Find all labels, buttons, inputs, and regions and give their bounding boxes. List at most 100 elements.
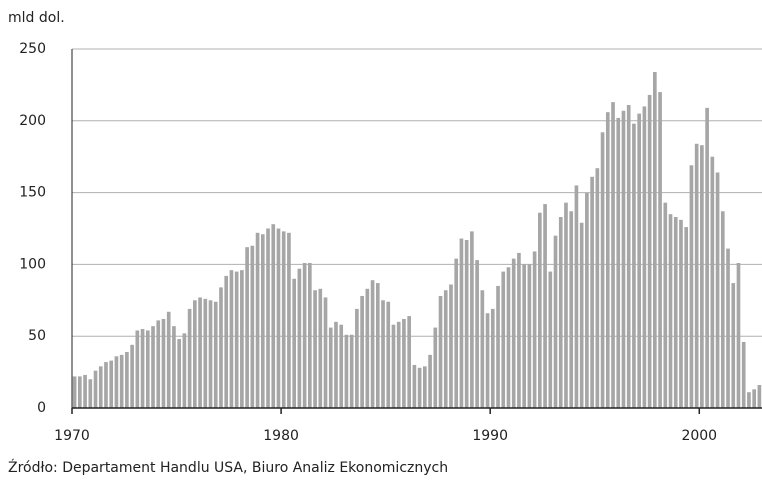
bar [548, 271, 553, 408]
bar [98, 366, 103, 408]
bar [417, 367, 422, 408]
x-tick-label: 2000 [681, 428, 717, 444]
bar [208, 300, 213, 408]
bar [736, 262, 741, 408]
bar [741, 341, 746, 408]
bar [140, 329, 145, 408]
bar [720, 211, 725, 408]
bar [78, 376, 82, 408]
bar [328, 327, 333, 408]
bar [480, 290, 485, 408]
bar [616, 117, 621, 408]
bar [595, 168, 600, 408]
bar [443, 290, 448, 408]
x-tick-label: 1980 [263, 428, 299, 444]
bar [339, 324, 344, 408]
x-tick-label: 1970 [54, 428, 90, 444]
bar [438, 295, 443, 408]
bar [172, 326, 176, 408]
bar [224, 275, 229, 408]
bar [501, 271, 506, 408]
bar [266, 228, 270, 408]
bar [632, 123, 636, 408]
bar [574, 185, 579, 408]
bar [219, 287, 223, 408]
bar [151, 326, 155, 408]
bar [605, 112, 610, 409]
bar [229, 270, 234, 408]
y-tick-label: 150 [19, 185, 46, 201]
bar [166, 311, 171, 408]
bar [689, 165, 694, 408]
bar [365, 288, 370, 408]
bar [203, 298, 208, 408]
bar [308, 262, 312, 408]
bar [255, 232, 260, 408]
bar [119, 354, 124, 408]
bar [198, 297, 202, 408]
y-tick-label: 50 [28, 328, 46, 344]
bar [506, 267, 511, 408]
bar [407, 316, 411, 408]
bar [109, 360, 114, 408]
bar [360, 295, 364, 408]
bar [684, 227, 689, 408]
y-tick-label: 250 [19, 41, 46, 57]
y-tick-label: 200 [19, 113, 46, 129]
bar [375, 283, 380, 408]
bar [240, 270, 244, 408]
bar [532, 251, 537, 408]
bar [260, 234, 265, 408]
bar [694, 143, 699, 408]
bar [673, 217, 678, 408]
bar [423, 366, 427, 408]
bar [245, 247, 249, 408]
bar [349, 334, 354, 408]
bar [464, 239, 469, 408]
bar [658, 92, 662, 408]
bar [396, 321, 401, 408]
bar [145, 330, 150, 408]
bar [156, 320, 161, 408]
bar [313, 290, 317, 408]
bar [93, 370, 98, 408]
y-tick-label: 100 [19, 256, 46, 272]
bar [490, 308, 495, 408]
bar [428, 354, 432, 408]
bar [747, 392, 751, 408]
y-axis-label: mld dol. [8, 10, 65, 26]
bar [297, 268, 302, 408]
bar [412, 364, 417, 408]
bar [590, 176, 594, 408]
bar [522, 264, 526, 408]
y-tick-label: 0 [37, 400, 46, 416]
bar [344, 334, 349, 408]
bar [558, 217, 563, 408]
bar [302, 262, 307, 408]
bar [726, 248, 730, 408]
bar [292, 278, 296, 408]
bar [104, 362, 108, 408]
bar [271, 224, 276, 408]
bar [287, 232, 291, 408]
bar [731, 283, 736, 408]
bar [449, 284, 453, 408]
bar [72, 376, 77, 408]
bar [642, 106, 647, 408]
bar [281, 231, 286, 408]
bar [538, 212, 542, 408]
source-note: Źródło: Departament Handlu USA, Biuro An… [8, 458, 448, 476]
bar [564, 202, 568, 408]
bar [705, 107, 709, 408]
bar [569, 211, 574, 408]
bar [391, 324, 396, 408]
bar [182, 333, 187, 408]
bar [715, 172, 720, 408]
bar [485, 313, 490, 408]
bar [433, 327, 438, 408]
bar [370, 280, 375, 408]
bar [470, 231, 474, 408]
bar [323, 297, 328, 408]
bar [234, 271, 239, 408]
